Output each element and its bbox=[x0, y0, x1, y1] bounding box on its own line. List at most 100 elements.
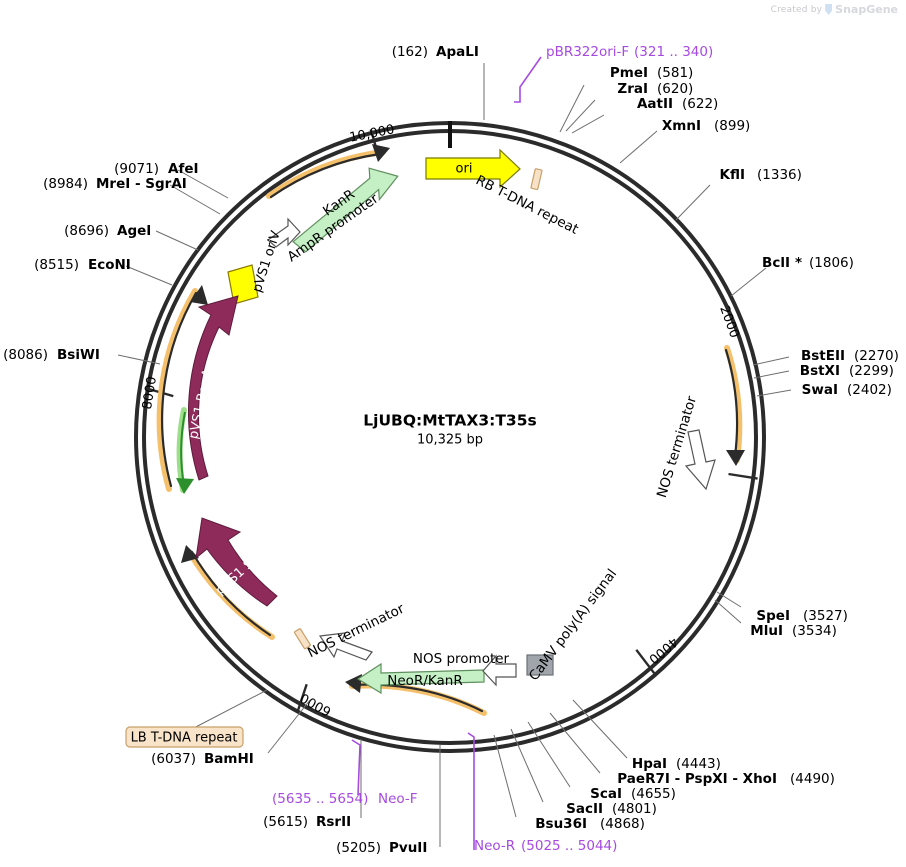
primer-name-pbr322ori-f: pBR322ori-F bbox=[546, 44, 629, 60]
ruler-tick-label-8000: 8000 bbox=[140, 375, 160, 410]
primer-range-pbr322ori-f: (321 .. 340) bbox=[634, 44, 713, 60]
cut-site-position-paer7i-pspxi-xhoi: (4490) bbox=[790, 771, 835, 787]
cut-site-position-bamhi: (6037) bbox=[151, 751, 196, 767]
cut-site-mrei-sgrai[interactable]: (8984) MreI - SgrAI bbox=[43, 176, 187, 192]
cut-site-bsiwi[interactable]: (8086) BsiWI bbox=[3, 347, 100, 363]
cut-site-name-bsteii: BstEII bbox=[801, 348, 845, 364]
feature-label-neor-kanr: NeoR/KanR bbox=[387, 673, 462, 689]
cut-site-labels: (162) ApaLI PmeI (581) ZraI (620) AatII … bbox=[3, 44, 899, 856]
cut-site-spei[interactable]: SpeI (3527) bbox=[756, 608, 847, 624]
cut-site-swai[interactable]: SwaI (2402) bbox=[802, 382, 892, 398]
cut-site-position-pmei: (581) bbox=[657, 65, 693, 81]
cut-site-agei[interactable]: (8696) AgeI bbox=[64, 223, 151, 239]
primer-range-neo-f: (5635 .. 5654) bbox=[272, 791, 368, 807]
cut-site-name-econi: EcoNI bbox=[88, 257, 131, 273]
cut-site-name-bcli: BclI bbox=[762, 255, 790, 271]
feature-lb-tdna-repeat-block[interactable] bbox=[293, 628, 311, 650]
cut-site-position-hpai: (4443) bbox=[676, 756, 721, 772]
snapgene-logo-icon bbox=[825, 4, 833, 15]
cut-site-name-pmei: PmeI bbox=[610, 65, 648, 81]
feature-camv-polya-signal[interactable]: CaMV poly(A) signal bbox=[526, 566, 620, 684]
feature-pvs1-staa[interactable]: pVS1 StaA bbox=[195, 517, 278, 607]
cut-site-bamhi[interactable]: (6037) BamHI bbox=[151, 751, 254, 767]
primer-labels: pBR322ori-F (321 .. 340) (5635 .. 5654) … bbox=[272, 44, 713, 854]
cut-site-name-mrei-sgrai: MreI - SgrAI bbox=[96, 176, 187, 192]
lb-tdna-repeat-label[interactable]: LB T-DNA repeat bbox=[125, 726, 244, 748]
cut-site-name-afei: AfeI bbox=[168, 161, 199, 177]
feature-pvs1-repa[interactable]: pVS1 RepA bbox=[186, 295, 239, 481]
cut-site-bsteii[interactable]: BstEII (2270) bbox=[801, 348, 899, 364]
cut-site-name-scai: ScaI bbox=[590, 786, 622, 802]
feature-ori[interactable]: ori bbox=[425, 148, 521, 189]
cut-site-name-rsrii: RsrII bbox=[316, 814, 351, 830]
primer-neo-r[interactable]: Neo-R (5025 .. 5044) bbox=[474, 838, 617, 854]
watermark-prefix: Created by bbox=[770, 4, 823, 15]
cut-site-name-pvuii: PvuII bbox=[389, 840, 427, 856]
feature-nos-promoter[interactable]: NOS promoter bbox=[413, 651, 517, 687]
feature-label-ori: ori bbox=[456, 162, 473, 177]
cut-site-position-afei: (9071) bbox=[114, 161, 159, 177]
cut-site-position-mlui: (3534) bbox=[792, 623, 837, 639]
cut-site-name-bsu36i: Bsu36I bbox=[535, 816, 587, 832]
cut-site-xmni[interactable]: XmnI (899) bbox=[662, 118, 750, 134]
cut-site-position-apali: (162) bbox=[392, 44, 428, 60]
cut-site-paer7i-pspxi-xhoi[interactable]: PaeR7I - PspXI - XhoI (4490) bbox=[617, 771, 835, 787]
cut-site-apali[interactable]: (162) ApaLI bbox=[392, 44, 479, 60]
cut-site-sacii[interactable]: SacII (4801) bbox=[566, 801, 657, 817]
cut-site-name-spei: SpeI bbox=[756, 608, 790, 624]
feature-neor-kanr[interactable]: NeoR/KanR bbox=[356, 662, 485, 695]
cut-site-position-swai: (2402) bbox=[847, 382, 892, 398]
cut-site-position-econi: (8515) bbox=[34, 257, 79, 273]
primer-neo-f[interactable]: (5635 .. 5654) Neo-F bbox=[272, 791, 418, 807]
feature-label-rb-tdna-repeat: RB T-DNA repeat bbox=[473, 172, 581, 237]
cut-site-position-bsiwi: (8086) bbox=[3, 347, 48, 363]
cut-site-name-hpai: HpaI bbox=[632, 756, 667, 772]
cut-site-position-agei: (8696) bbox=[64, 223, 109, 239]
cut-site-name-apali: ApaLI bbox=[436, 44, 479, 60]
cut-site-aatii[interactable]: AatII (622) bbox=[637, 96, 718, 112]
cut-site-bsu36i[interactable]: Bsu36I (4868) bbox=[535, 816, 645, 832]
feature-label-pvs1-oriv: pVS1 oriV bbox=[250, 229, 284, 294]
cut-site-bcli[interactable]: BclI * (1806) bbox=[762, 255, 854, 271]
cut-site-position-pvuii: (5205) bbox=[336, 840, 381, 856]
cut-site-name-bstxi: BstXI bbox=[800, 363, 840, 379]
cut-site-position-xmni: (899) bbox=[714, 118, 750, 134]
cut-site-mlui[interactable]: MluI (3534) bbox=[750, 623, 837, 639]
cut-site-econi[interactable]: (8515) EcoNI bbox=[34, 257, 131, 273]
feature-pvs1-oriv[interactable]: pVS1 oriV bbox=[227, 229, 284, 305]
cut-site-afei[interactable]: (9071) AfeI bbox=[114, 161, 198, 177]
cut-site-pvuii[interactable]: (5205) PvuII bbox=[336, 840, 427, 856]
cut-site-name-paer7i-pspxi-xhoi: PaeR7I - PspXI - XhoI bbox=[617, 771, 777, 787]
feature-ampr-promoter[interactable]: AmpR promoter bbox=[267, 190, 382, 265]
plasmid-size: 10,325 bp bbox=[417, 433, 483, 448]
cut-site-name-agei: AgeI bbox=[117, 223, 151, 239]
cut-site-rsrii[interactable]: (5615) RsrII bbox=[263, 814, 351, 830]
cut-site-position-aatii: (622) bbox=[682, 96, 718, 112]
ruler-tick-labels: 2000 4000 6000 8000 10,000 bbox=[140, 122, 742, 718]
cut-site-bstxi[interactable]: BstXI (2299) bbox=[800, 363, 894, 379]
cut-site-position-scai: (4655) bbox=[631, 786, 676, 802]
primer-pbr322ori-f[interactable]: pBR322ori-F (321 .. 340) bbox=[546, 44, 713, 60]
plasmid-name: LjUBQ:MtTAX3:T35s bbox=[363, 412, 536, 430]
cut-site-position-bsu36i: (4868) bbox=[600, 816, 645, 832]
watermark-brand: SnapGene bbox=[835, 3, 898, 16]
primer-leader-lines bbox=[351, 56, 542, 850]
cut-site-position-bcli: (1806) bbox=[809, 255, 854, 271]
feature-nos-terminator-bottom[interactable]: NOS terminator bbox=[305, 601, 407, 662]
cut-site-position-bsteii: (2270) bbox=[854, 348, 899, 364]
cut-site-name-xmni: XmnI bbox=[662, 118, 701, 134]
cut-site-kfli[interactable]: KflI (1336) bbox=[720, 167, 802, 183]
cut-site-name-mlui: MluI bbox=[750, 623, 783, 639]
cut-site-scai[interactable]: ScaI (4655) bbox=[590, 786, 676, 802]
cut-site-position-bstxi: (2299) bbox=[849, 363, 894, 379]
cut-site-zrai[interactable]: ZraI (620) bbox=[617, 81, 693, 97]
feature-rb-tdna-repeat[interactable]: RB T-DNA repeat bbox=[473, 168, 581, 238]
feature-nos-terminator-right[interactable]: NOS terminator bbox=[654, 394, 716, 500]
cut-site-name-bamhi: BamHI bbox=[204, 751, 254, 767]
snapgene-watermark: Created by SnapGene bbox=[771, 3, 898, 16]
cut-site-pmei[interactable]: PmeI (581) bbox=[610, 65, 693, 81]
cut-site-name-kfli: KflI bbox=[720, 167, 746, 183]
primer-name-neo-r: Neo-R bbox=[474, 838, 515, 854]
cut-site-hpai[interactable]: HpaI (4443) bbox=[632, 756, 721, 772]
